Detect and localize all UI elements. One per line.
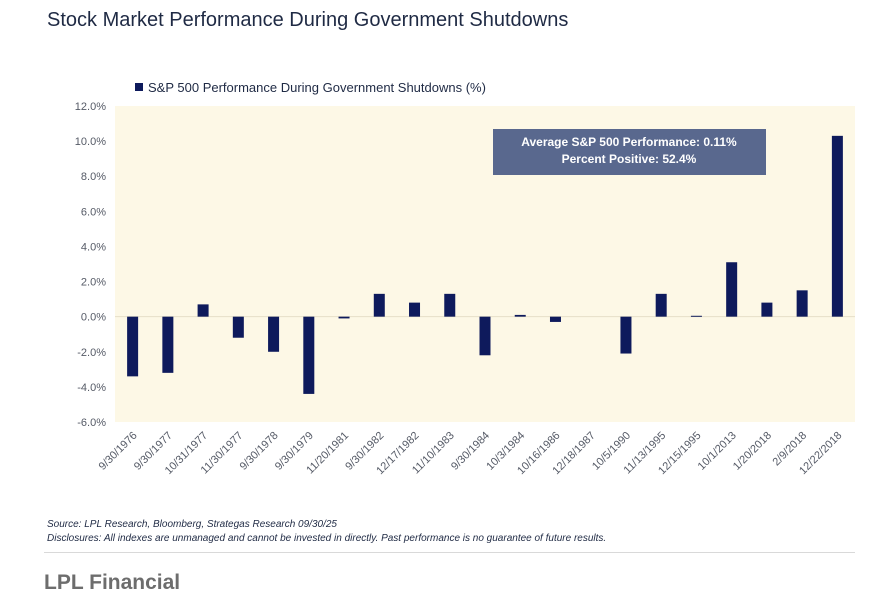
- disclosure-text: Disclosures: All indexes are unmanaged a…: [47, 533, 607, 544]
- bar: [373, 293, 385, 317]
- y-tick-label: 10.0%: [75, 136, 106, 148]
- legend-label: S&P 500 Performance During Government Sh…: [148, 80, 486, 95]
- bar: [831, 135, 843, 317]
- y-tick-label: -6.0%: [77, 417, 106, 429]
- bar: [479, 316, 491, 356]
- y-tick-label: -4.0%: [77, 382, 106, 394]
- y-tick-label: 8.0%: [81, 171, 106, 183]
- bar: [620, 316, 632, 354]
- y-tick-label: 12.0%: [75, 101, 106, 113]
- legend-swatch: [135, 83, 143, 91]
- y-tick-label: 0.0%: [81, 312, 106, 324]
- footer-brand: LPL Financial: [44, 571, 181, 594]
- bar: [726, 262, 738, 317]
- y-tick-label: -2.0%: [77, 347, 106, 359]
- annotation-percent-positive: Percent Positive: 52.4%: [562, 152, 697, 166]
- divider: [44, 552, 855, 553]
- bar: [761, 302, 773, 317]
- bar: [655, 293, 667, 317]
- bar: [514, 314, 526, 317]
- source-note: Source: LPL Research, Bloomberg, Strateg…: [47, 518, 606, 546]
- bar: [303, 316, 315, 394]
- annotation-average: Average S&P 500 Performance: 0.11%: [521, 135, 737, 149]
- bar: [268, 316, 280, 352]
- chart-title: Stock Market Performance During Governme…: [47, 9, 569, 31]
- bar: [338, 316, 350, 319]
- y-tick-label: 2.0%: [81, 277, 106, 289]
- y-tick-label: 6.0%: [81, 206, 106, 218]
- bar: [162, 316, 174, 373]
- x-tick-label: 1/20/2018: [731, 430, 774, 473]
- y-tick-label: 4.0%: [81, 241, 106, 253]
- source-text: Source: LPL Research, Bloomberg, Strateg…: [47, 519, 337, 530]
- bar: [232, 316, 244, 338]
- bar: [690, 315, 702, 317]
- bar: [127, 316, 139, 377]
- bar: [409, 302, 421, 317]
- bar: [444, 293, 456, 317]
- annotation-box: [493, 129, 766, 175]
- bar: [549, 316, 561, 322]
- bar: [197, 304, 209, 317]
- bar: [796, 290, 808, 317]
